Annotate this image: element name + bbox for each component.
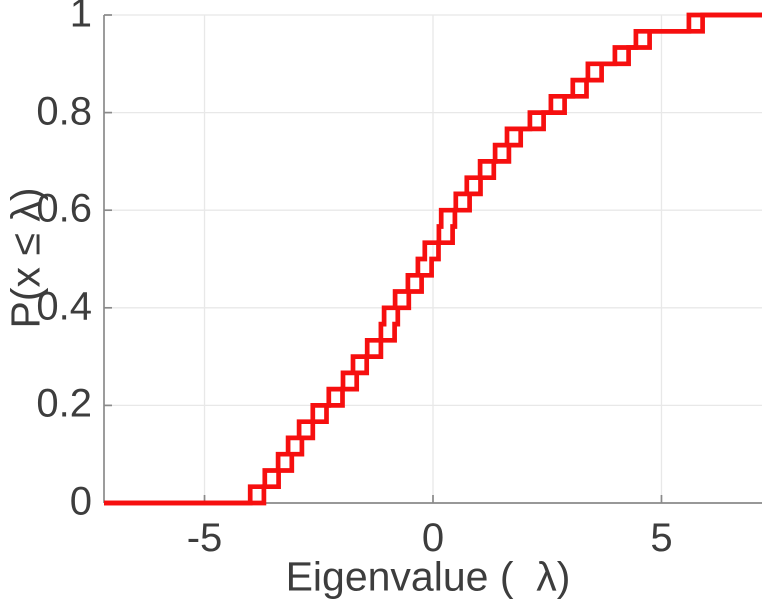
x-tick-label-neg5: -5 <box>186 516 223 560</box>
y-axis-label: P(x ≤ λ) <box>2 187 49 329</box>
y-tick-label-1: 1 <box>69 0 92 36</box>
y-tick-label-0.2: 0.2 <box>36 381 92 426</box>
y-tick-label-0.4: 0.4 <box>36 284 92 329</box>
gridlines <box>104 14 762 503</box>
y-tick-label-0.6: 0.6 <box>36 186 92 231</box>
x-tick-label-0: 0 <box>421 516 445 560</box>
tick-marks <box>104 14 663 504</box>
y-tick-label-0.8: 0.8 <box>36 88 92 133</box>
x-tick-label-5: 5 <box>650 516 673 560</box>
x-axis-label: Eigenvalue ( λ) <box>285 553 571 600</box>
ecdf-curve-primary <box>104 12 762 506</box>
y-tick-label-0: 0 <box>69 479 92 524</box>
